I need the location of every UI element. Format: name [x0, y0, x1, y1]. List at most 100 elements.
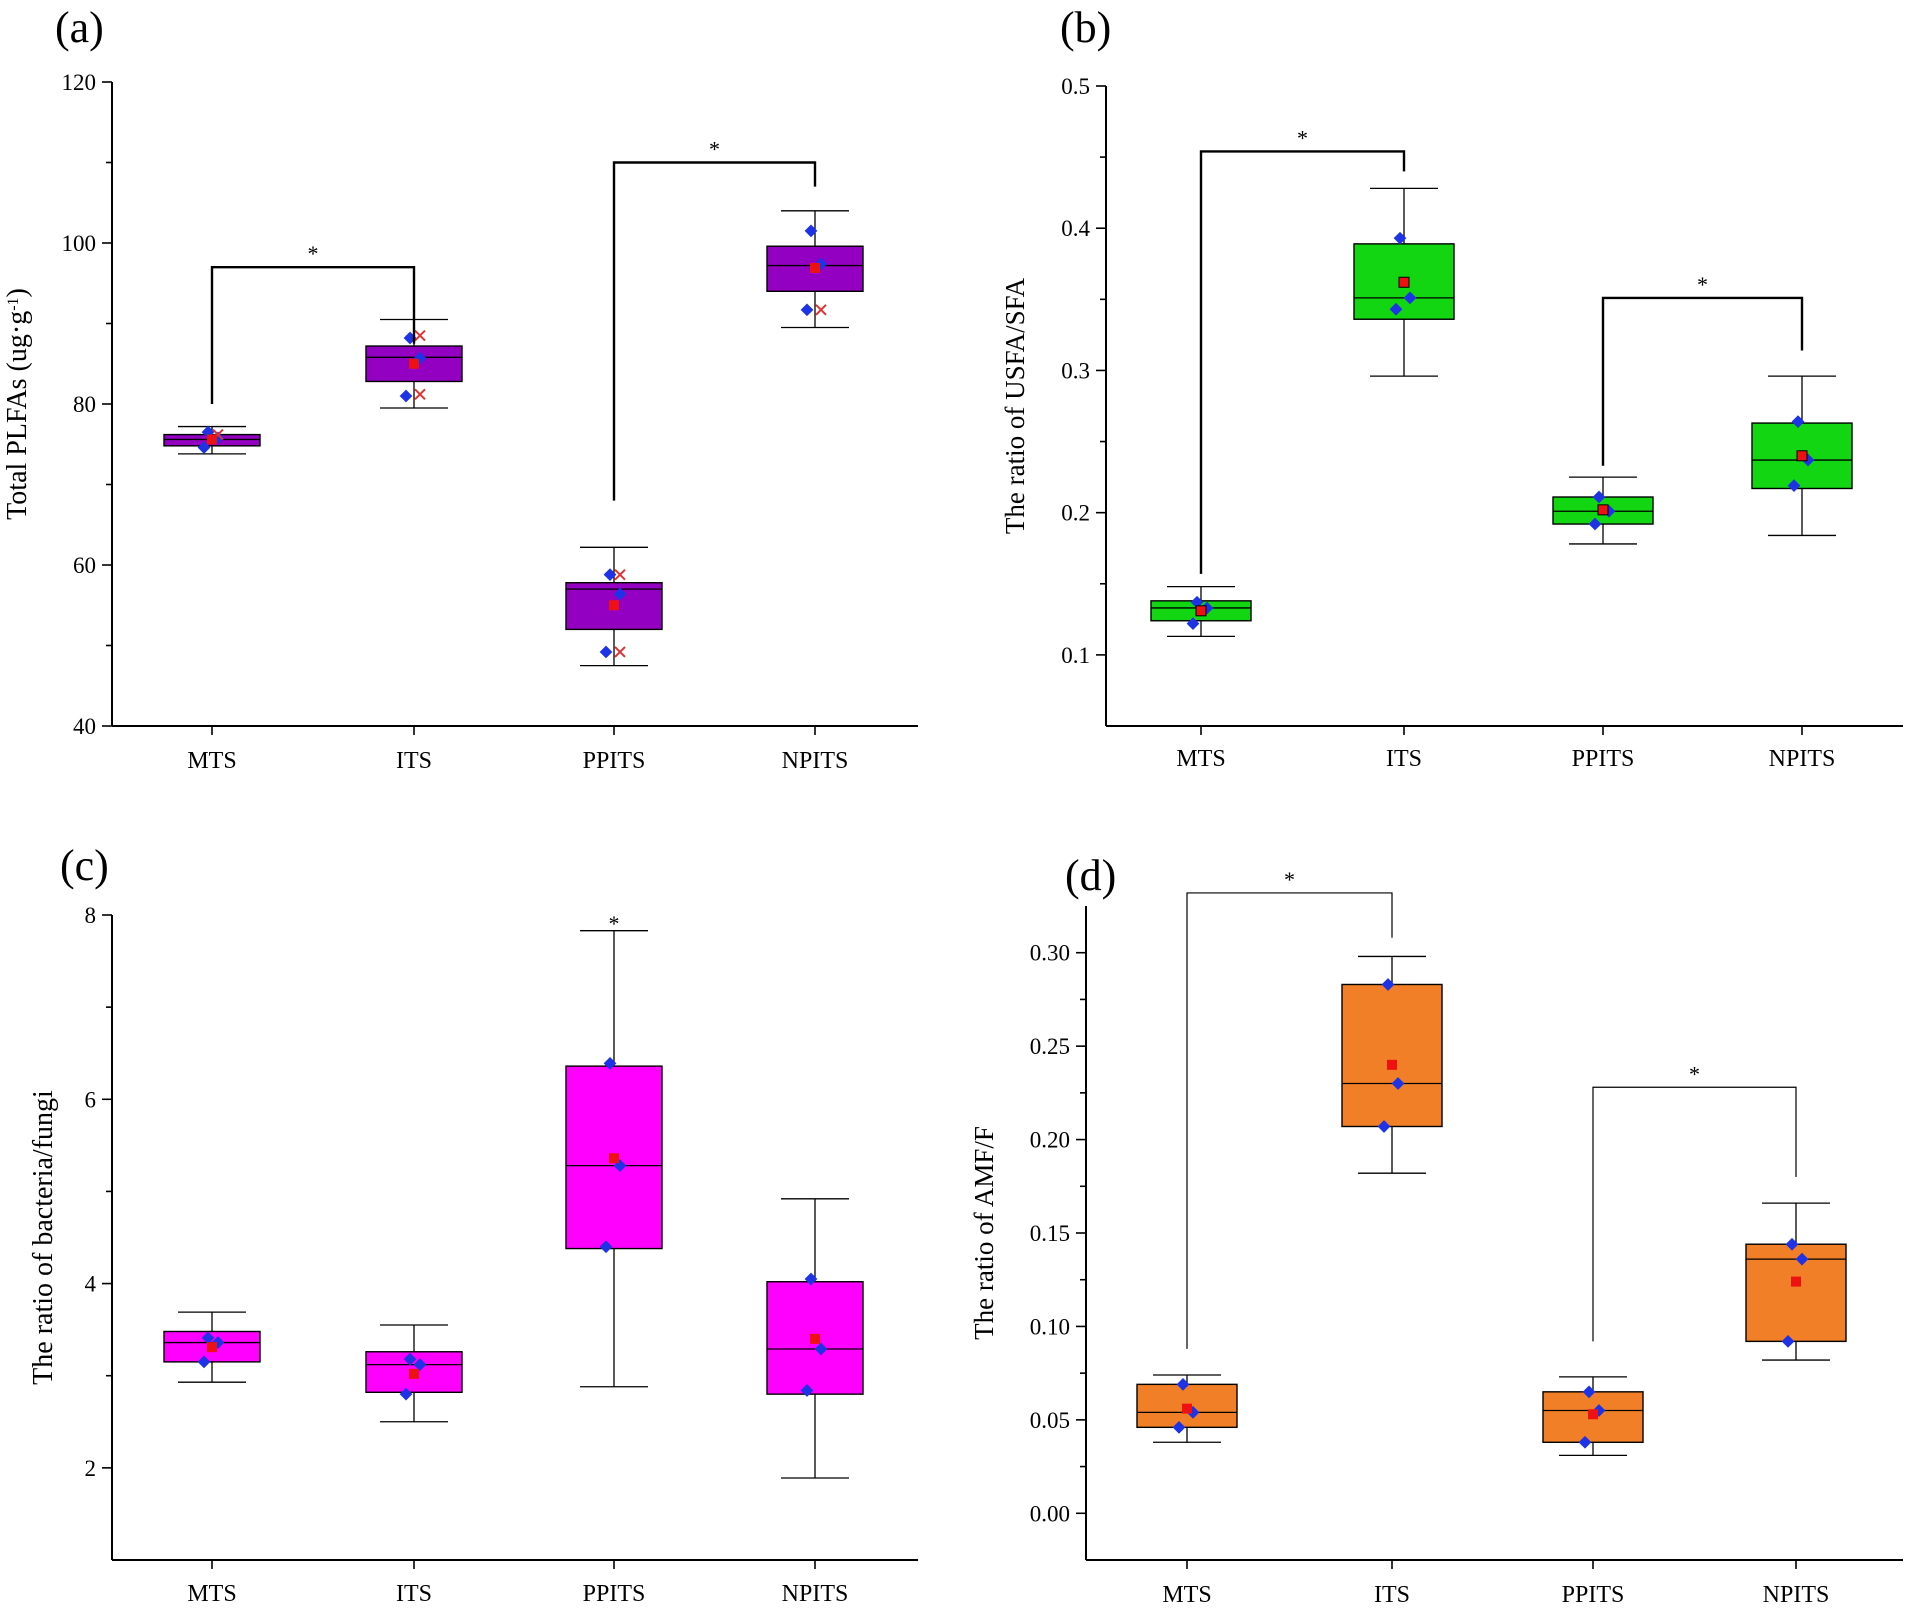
x-tick-label-its: ITS	[1374, 1582, 1410, 1608]
significance-bracket	[1592, 1086, 1797, 1342]
box-group-its	[365, 318, 463, 409]
box-group-ppits	[565, 546, 663, 667]
significance-star: *	[1689, 1061, 1700, 1086]
box-iqr	[1552, 496, 1654, 525]
y-tick-label: 0.2	[1061, 501, 1090, 526]
mean-marker	[1398, 276, 1410, 288]
data-point	[1781, 1335, 1795, 1348]
x-tick-label-its: ITS	[1386, 746, 1422, 772]
y-tick-label: 8	[85, 903, 97, 928]
box-group-its	[365, 1324, 463, 1423]
box-group-ppits	[565, 930, 663, 1388]
outlier-cross	[614, 646, 626, 658]
significance-star: *	[1697, 272, 1708, 297]
box-iqr	[1341, 983, 1443, 1128]
y-axis-title: The ratio of USFA/SFA	[1000, 277, 1030, 534]
data-point	[800, 303, 814, 317]
panel-label: (b)	[1060, 3, 1111, 52]
panel-d: (d) 0.00 0.05 0.10 0.15 0.20 0.25 0.30 The rati…	[969, 851, 1903, 1608]
mean-marker	[409, 358, 419, 369]
significance-bracket	[1601, 296, 1804, 466]
outlier-cross	[815, 304, 827, 316]
box-group-mts	[1150, 585, 1252, 638]
y-tick-label: 0.20	[1030, 1128, 1070, 1153]
significance-star: *	[609, 911, 620, 936]
x-tick-label-mts: MTS	[1162, 1582, 1211, 1608]
data-point	[1795, 1252, 1809, 1266]
y-axis-title: The ratio of AMF/F	[969, 1126, 999, 1340]
data-point	[1377, 1120, 1391, 1133]
mean-marker	[207, 1342, 217, 1353]
panel-label: (a)	[55, 3, 104, 52]
y-tick-label: 0.25	[1030, 1034, 1070, 1059]
mean-marker	[207, 434, 217, 445]
x-tick-label-ppits: PPITS	[1572, 746, 1635, 772]
x-tick-label-mts: MTS	[187, 748, 236, 774]
mean-marker	[609, 600, 619, 611]
panel-label: (c)	[60, 841, 109, 890]
y-tick-label: 2	[85, 1456, 97, 1481]
y-axis-title: Total PLFAs (ug·g-1)	[2, 288, 33, 520]
outlier-cross	[414, 388, 426, 401]
mean-marker	[1796, 450, 1808, 462]
y-tick-label: 80	[73, 392, 96, 417]
data-point	[599, 645, 613, 659]
x-tick-label-mts: MTS	[187, 1581, 236, 1607]
x-tick-label-ppits: PPITS	[583, 748, 646, 774]
box-group-mts	[163, 425, 261, 455]
outlier-cross	[414, 329, 426, 342]
mean-marker	[1791, 1276, 1801, 1287]
y-tick-label: 0.15	[1030, 1221, 1070, 1246]
data-point	[399, 389, 413, 403]
box-group-its	[1353, 187, 1455, 377]
significance-bracket	[210, 265, 416, 404]
box-group-mts	[1136, 1374, 1238, 1443]
box-group-ppits	[1552, 476, 1654, 545]
y-tick-label: 6	[85, 1087, 97, 1112]
y-tick-label: 0.5	[1061, 74, 1090, 99]
y-tick-label: 0.10	[1030, 1314, 1070, 1339]
mean-marker	[409, 1368, 419, 1379]
panel-b: (b) 0.1 0.2 0.3 0.4 0.5 The ratio of USFA/SFA…	[1000, 3, 1903, 772]
panel-label: (d)	[1065, 851, 1116, 900]
significance-bracket	[1199, 150, 1406, 574]
mean-marker	[1597, 504, 1609, 516]
y-tick-label: 120	[62, 70, 97, 95]
box-group-ppits	[1542, 1376, 1644, 1457]
significance-bracket	[612, 161, 817, 501]
y-tick-label: 100	[62, 231, 97, 256]
x-tick-label-its: ITS	[396, 748, 432, 774]
x-tick-label-ppits: PPITS	[1562, 1582, 1625, 1608]
y-tick-label: 0.4	[1061, 216, 1090, 241]
significance-star: *	[308, 241, 319, 266]
x-tick-label-npits: NPITS	[782, 1581, 849, 1607]
y-axis-title-superscript: -1	[5, 297, 22, 310]
x-tick-label-npits: NPITS	[782, 748, 849, 774]
significance-bracket	[1186, 892, 1393, 1349]
y-tick-label: 4	[85, 1272, 97, 1297]
mean-marker	[1387, 1059, 1397, 1070]
x-tick-label-ppits: PPITS	[583, 1581, 646, 1607]
panel-a: (a) 40 60 80 100 120 Total PLFAs (ug·g-1) MTS I…	[2, 3, 918, 774]
box-iqr	[1745, 1243, 1847, 1343]
data-point	[1176, 1377, 1190, 1391]
y-tick-label: 0.30	[1030, 941, 1070, 966]
significance-star: *	[709, 137, 720, 162]
mean-marker	[1195, 605, 1207, 617]
outlier-cross	[614, 568, 626, 581]
data-point	[1582, 1385, 1596, 1399]
data-point	[1785, 1237, 1799, 1251]
y-tick-label: 0.05	[1030, 1408, 1070, 1433]
mean-marker	[609, 1153, 619, 1164]
mean-marker	[1588, 1409, 1598, 1420]
data-point	[1172, 1420, 1186, 1434]
y-tick-label: 0.1	[1061, 643, 1090, 668]
data-point	[1391, 1077, 1405, 1090]
box-group-npits	[766, 1198, 864, 1479]
x-tick-label-mts: MTS	[1176, 746, 1225, 772]
significance-star: *	[1284, 867, 1295, 892]
panel-c: (c) 2 4 6 8 The ratio of bacteria/fungi MTS IT…	[28, 841, 918, 1607]
y-tick-label: 60	[73, 553, 96, 578]
y-tick-label: 0.00	[1030, 1501, 1070, 1526]
